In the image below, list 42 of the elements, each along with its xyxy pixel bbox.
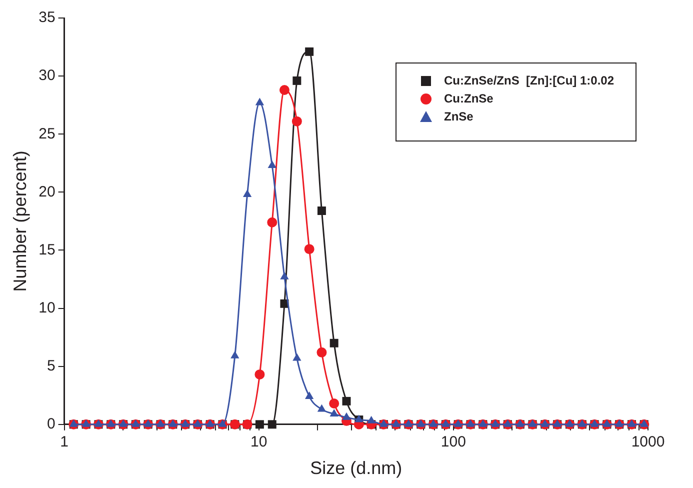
point [329,398,340,408]
point [305,47,314,56]
x-tick-label: 10 [250,434,268,451]
point [230,350,240,358]
y-tick-label: 30 [38,67,56,84]
point [242,189,252,197]
point [280,272,289,280]
legend-label: ZnSe [444,109,474,124]
point [292,76,302,85]
point [304,244,314,254]
point [267,217,278,228]
point [254,369,265,380]
point [342,396,351,406]
point [366,416,376,424]
y-tick-label: 15 [38,241,56,258]
point [330,408,338,416]
y-tick-label: 20 [38,183,56,200]
point [342,412,351,420]
point [292,353,302,361]
point [292,116,302,126]
point [279,84,290,95]
y-tick-label: 10 [38,299,56,316]
x-tick-label: 100 [440,434,466,451]
point [316,347,327,358]
legend-label: Cu:ZnSe [444,91,494,106]
point [317,404,326,412]
point [255,420,264,429]
point [330,338,338,348]
point [255,98,264,106]
legend-label: Cu:ZnSe/ZnS [Zn]:[Cu] 1:0.02 [444,73,614,88]
y-axis-title: Number (percent) [10,150,30,292]
y-tick-label: 35 [38,9,56,26]
y-tick-label: 5 [46,357,56,374]
x-axis-title: Size (d.nm) [310,458,402,478]
y-tick-label: 0 [46,416,56,433]
point [304,392,314,400]
y-tick-label: 25 [38,125,56,142]
x-tick-label: 1000 [631,434,665,451]
point [268,160,276,168]
point [268,420,276,429]
x-tick-label: 1 [60,434,68,451]
point [317,206,326,215]
